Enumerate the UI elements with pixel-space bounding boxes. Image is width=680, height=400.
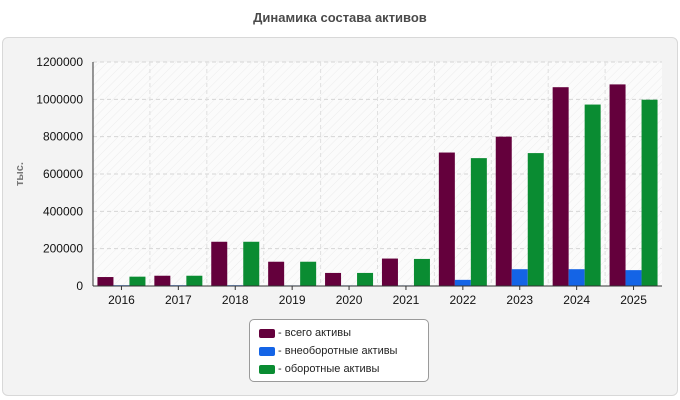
y-tick-label: 800000 bbox=[43, 130, 83, 144]
legend-item-noncurrent: - внеоборотные активы bbox=[259, 342, 428, 360]
y-axis-label: тыс. bbox=[14, 162, 26, 186]
bar bbox=[527, 153, 544, 286]
y-tick-label: 1000000 bbox=[36, 92, 83, 106]
bar bbox=[211, 241, 228, 286]
chart-title: Динамика состава активов bbox=[253, 10, 427, 25]
bar bbox=[413, 258, 430, 286]
legend-label-current: - оборотные активы bbox=[278, 363, 380, 375]
legend-item-current: - оборотные активы bbox=[259, 360, 428, 378]
bar bbox=[584, 104, 601, 286]
y-tick-label: 1200000 bbox=[36, 55, 83, 69]
y-tick-label: 400000 bbox=[43, 204, 83, 218]
legend-label-total: - всего активы bbox=[278, 327, 351, 339]
bar bbox=[438, 152, 455, 286]
x-tick-label: 2021 bbox=[393, 293, 420, 307]
bar bbox=[470, 158, 487, 286]
chart-legend: - всего активы - внеоборотные активы - о… bbox=[249, 319, 429, 382]
legend-swatch-noncurrent bbox=[259, 346, 275, 356]
bar bbox=[568, 269, 585, 286]
y-tick-label: 0 bbox=[76, 279, 83, 293]
bar bbox=[268, 261, 285, 286]
bar bbox=[325, 272, 342, 286]
bar bbox=[552, 87, 569, 286]
x-tick-label: 2023 bbox=[506, 293, 533, 307]
bar bbox=[495, 136, 512, 286]
y-tick-label: 600000 bbox=[43, 167, 83, 181]
bar bbox=[154, 275, 171, 286]
x-tick-label: 2020 bbox=[336, 293, 363, 307]
bar bbox=[641, 99, 658, 286]
bar bbox=[300, 261, 317, 286]
x-tick-label: 2018 bbox=[222, 293, 249, 307]
bar bbox=[129, 276, 146, 286]
bar bbox=[243, 241, 260, 286]
legend-swatch-total bbox=[259, 328, 275, 338]
legend-swatch-current bbox=[259, 364, 275, 374]
x-tick-label: 2016 bbox=[108, 293, 135, 307]
y-tick-label: 200000 bbox=[43, 242, 83, 256]
bar bbox=[186, 275, 203, 286]
bar bbox=[381, 258, 398, 286]
legend-label-noncurrent: - внеоборотные активы bbox=[278, 345, 398, 357]
x-tick-label: 2024 bbox=[563, 293, 590, 307]
bar bbox=[511, 269, 528, 286]
bar bbox=[454, 279, 471, 286]
bar bbox=[609, 84, 626, 287]
legend-item-total: - всего активы bbox=[259, 324, 428, 342]
bar bbox=[357, 272, 374, 286]
bar bbox=[625, 270, 642, 286]
x-tick-label: 2022 bbox=[449, 293, 476, 307]
x-tick-label: 2025 bbox=[620, 293, 647, 307]
x-tick-label: 2017 bbox=[165, 293, 192, 307]
bar bbox=[97, 277, 114, 286]
x-tick-label: 2019 bbox=[279, 293, 306, 307]
